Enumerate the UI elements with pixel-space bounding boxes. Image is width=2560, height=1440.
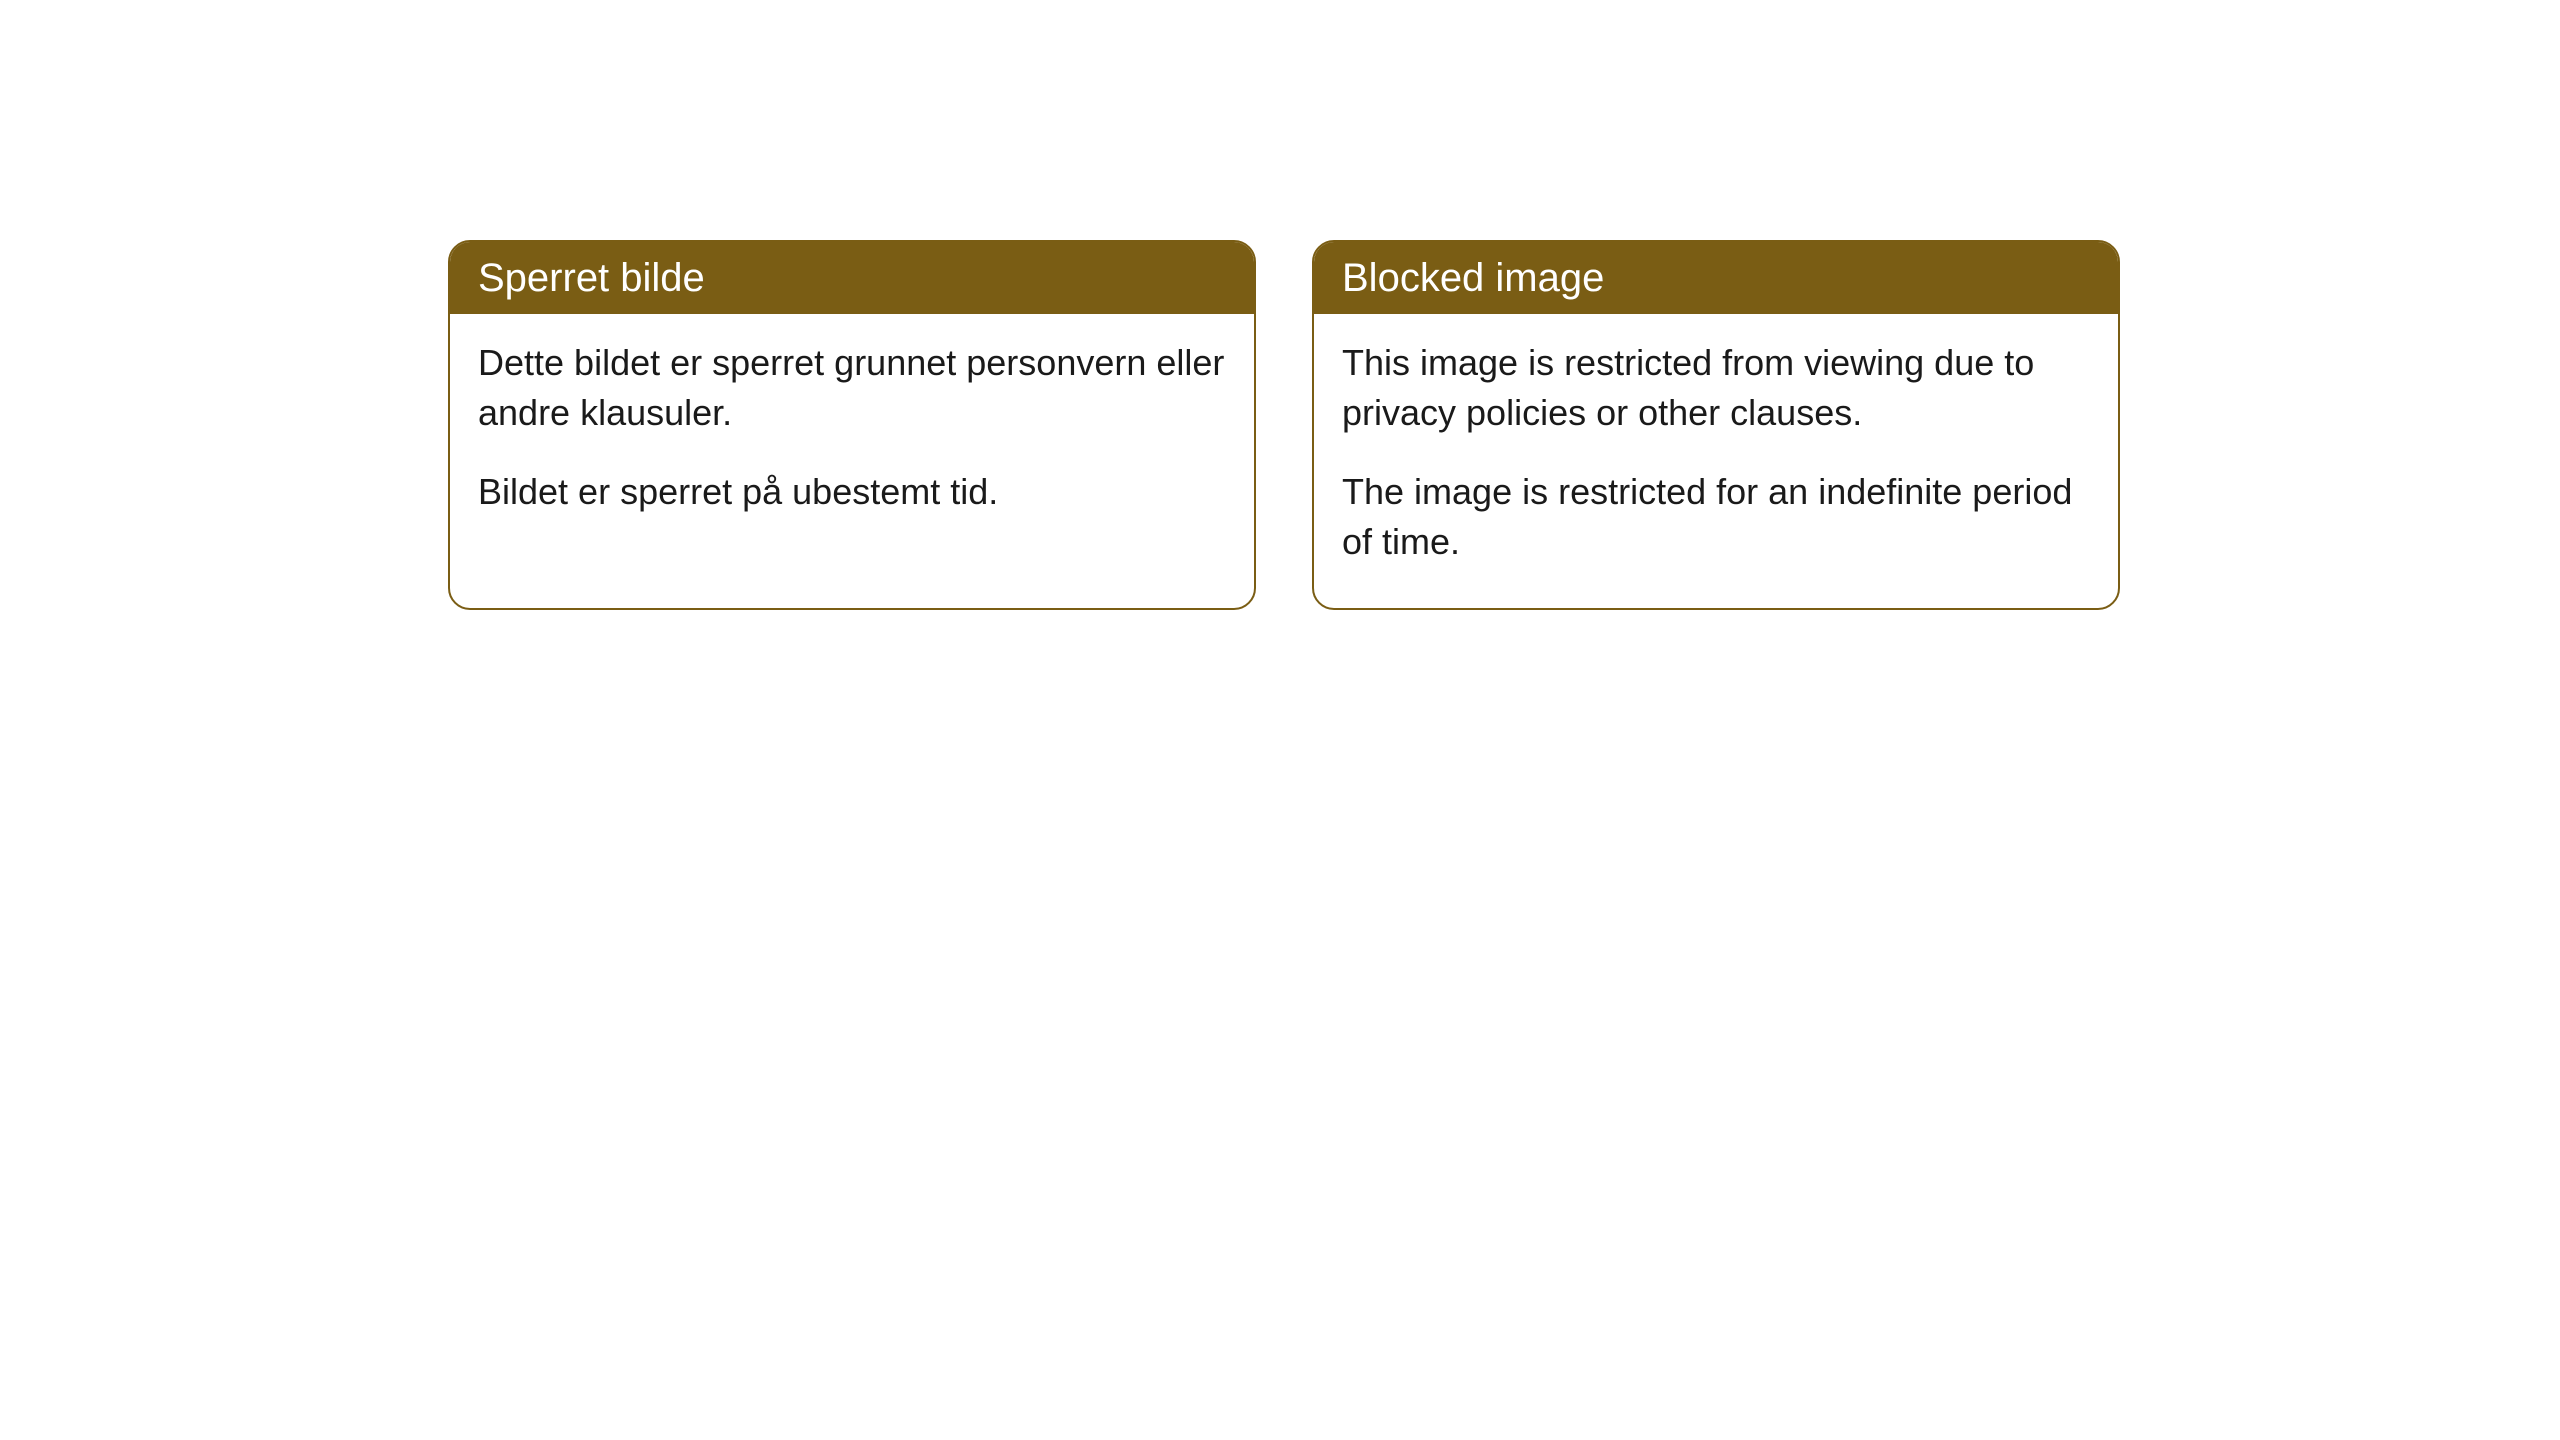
card-header: Blocked image	[1314, 242, 2118, 314]
card-paragraph: This image is restricted from viewing du…	[1342, 338, 2090, 439]
card-header: Sperret bilde	[450, 242, 1254, 314]
card-body: This image is restricted from viewing du…	[1314, 314, 2118, 608]
blocked-image-card-english: Blocked image This image is restricted f…	[1312, 240, 2120, 610]
notice-cards-container: Sperret bilde Dette bildet er sperret gr…	[448, 240, 2560, 610]
card-title: Blocked image	[1342, 256, 1604, 300]
card-paragraph: The image is restricted for an indefinit…	[1342, 467, 2090, 568]
blocked-image-card-norwegian: Sperret bilde Dette bildet er sperret gr…	[448, 240, 1256, 610]
card-body: Dette bildet er sperret grunnet personve…	[450, 314, 1254, 557]
card-title: Sperret bilde	[478, 256, 705, 300]
card-paragraph: Bildet er sperret på ubestemt tid.	[478, 467, 1226, 517]
card-paragraph: Dette bildet er sperret grunnet personve…	[478, 338, 1226, 439]
